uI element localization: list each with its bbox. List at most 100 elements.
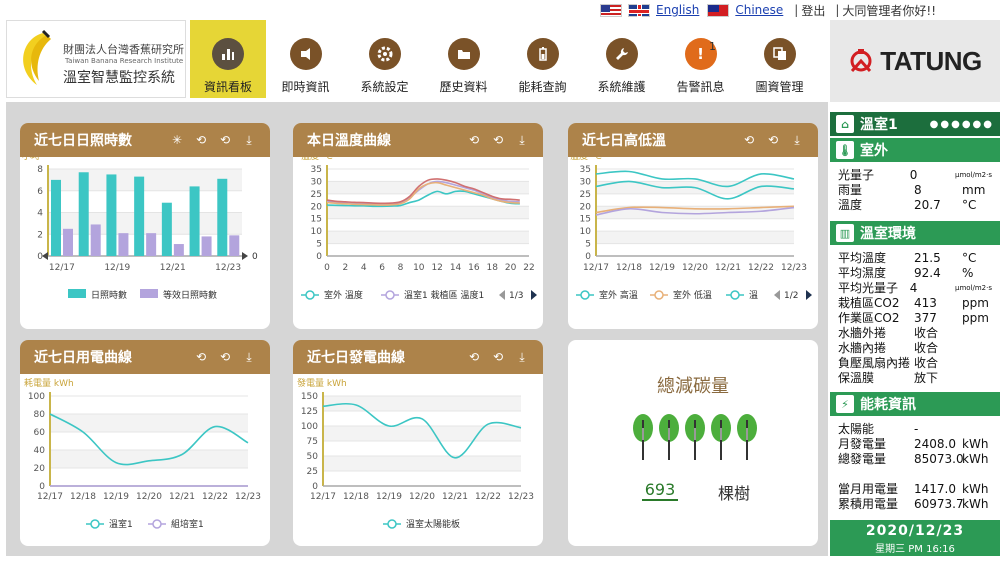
rotate-icon[interactable]: ⟲ bbox=[195, 350, 207, 364]
x-tick-label: 12/21 bbox=[442, 492, 468, 502]
energy-header: ⚡ 能耗資訊 bbox=[830, 392, 1000, 416]
nav-realtime[interactable]: 即時資訊 bbox=[266, 20, 345, 98]
nav-label: 告警訊息 bbox=[676, 80, 725, 94]
env-value: 收合 bbox=[914, 341, 939, 355]
env-row: 作業區CO2 377 ppm bbox=[838, 311, 992, 326]
nav-settings[interactable]: 系統設定 bbox=[345, 20, 424, 98]
rotate-icon[interactable]: ⟲ bbox=[219, 133, 231, 147]
rotate-icon[interactable]: ⟲ bbox=[743, 133, 755, 147]
series-line bbox=[595, 180, 795, 200]
x-tick-label: 12 bbox=[431, 263, 442, 273]
series-line bbox=[326, 181, 520, 206]
nav-maps[interactable]: 圖資管理 bbox=[740, 20, 819, 98]
download-icon[interactable]: ⤓ bbox=[519, 133, 525, 147]
brand-name: TATUNG bbox=[880, 45, 982, 76]
grid-band bbox=[48, 212, 242, 235]
x-tick-label: 4 bbox=[361, 263, 367, 273]
bar-chart-icon bbox=[212, 38, 244, 70]
legend-swatch bbox=[385, 290, 395, 300]
rotate-icon[interactable]: ⟲ bbox=[767, 133, 779, 147]
legend-label: 日照時數 bbox=[91, 289, 127, 301]
outdoor-readings: 光量子 0 μmol/m2·s 雨量 8 mm 溫度 20.7 °C bbox=[830, 162, 1000, 219]
download-icon[interactable]: ⤓ bbox=[246, 133, 252, 147]
logout-link[interactable]: 登出 bbox=[801, 3, 826, 18]
separator: | bbox=[794, 3, 799, 17]
logo-box[interactable]: 財團法人台灣香蕉研究所 Taiwan Banana Research Insti… bbox=[6, 20, 186, 98]
env-label: 作業區CO2 bbox=[838, 311, 900, 325]
y-axis-label: 耗電量 kWh bbox=[24, 378, 74, 389]
rotate-icon[interactable]: ⟲ bbox=[219, 350, 231, 364]
energy-value bbox=[914, 467, 962, 482]
x-tick-label: 20 bbox=[505, 263, 517, 273]
nav-history[interactable]: 歷史資料 bbox=[424, 20, 503, 98]
env-label: 負壓風扇內捲 bbox=[838, 356, 911, 370]
y-tick-label: 35 bbox=[580, 165, 591, 175]
system-title: 溫室智慧監控系統 bbox=[63, 70, 175, 86]
power-use-chart: 耗電量 kWh 0 20 40 60 80 100 12/17 12/18 12/19 12/20 1… bbox=[24, 378, 261, 530]
nav-alerts[interactable]: ! 1 告警訊息 bbox=[661, 20, 740, 98]
bar bbox=[173, 244, 184, 256]
download-icon[interactable]: ⤓ bbox=[794, 133, 800, 147]
room-pager-dots[interactable]: ●●●●●● bbox=[929, 118, 994, 130]
card-title: 近七日發電曲線 bbox=[307, 350, 405, 366]
power-gen-card: 近七日發電曲線 ⟲ ⟲ ⤓ 發電量 kWh 0 25 50 75 100 125 150 12/… bbox=[293, 340, 543, 546]
nav-energy[interactable]: 能耗查詢 bbox=[503, 20, 582, 98]
y-axis-label: 溫度 °C bbox=[301, 157, 333, 162]
tatung-logo-icon bbox=[850, 49, 872, 73]
env-value: 收合 bbox=[914, 326, 939, 340]
x-tick-label: 12/17 bbox=[49, 263, 75, 273]
alert-count-badge: 1 bbox=[709, 40, 716, 53]
card-header: 近七日高低溫 ⟲ ⟲ ⤓ bbox=[568, 123, 818, 157]
env-value: 413 bbox=[914, 296, 937, 310]
x-tick-label: 12/21 bbox=[715, 263, 741, 273]
nav-label: 即時資訊 bbox=[281, 80, 330, 94]
settings-icon[interactable]: ✳ bbox=[171, 133, 183, 147]
x-tick-label: 12/17 bbox=[310, 492, 336, 502]
y-tick-label: 4 bbox=[37, 209, 43, 219]
nav-label: 系統維護 bbox=[597, 80, 646, 94]
room-header[interactable]: ⌂ 溫室1 ●●●●●● bbox=[830, 112, 1000, 136]
legend-swatch bbox=[730, 290, 740, 300]
outdoor-value: 20.7 bbox=[914, 198, 941, 212]
rotate-icon[interactable]: ⟲ bbox=[492, 350, 504, 364]
y-tick-label: 5 bbox=[585, 240, 591, 250]
x-tick-label: 22 bbox=[523, 263, 534, 273]
pager-next-icon bbox=[531, 290, 537, 300]
y-tick-label: 15 bbox=[580, 215, 591, 225]
rotate-icon[interactable]: ⟲ bbox=[492, 133, 504, 147]
y-tick-label: 25 bbox=[307, 467, 318, 477]
uk-flag-icon[interactable] bbox=[628, 3, 650, 17]
tree-icon bbox=[711, 414, 731, 460]
main-nav: 資訊看板 即時資訊 系統設定 歷史資料 能耗查詢 bbox=[190, 20, 819, 98]
axis-arrow-icon bbox=[242, 252, 248, 260]
sunshine-chart: 小時 0 2 4 6 8 0 12/17 12/19 12/21 12/23 日照時數 等效日照時數 bbox=[22, 157, 258, 301]
us-flag-icon[interactable] bbox=[600, 3, 622, 17]
x-tick-label: 12/23 bbox=[215, 263, 241, 273]
env-value: 放下 bbox=[914, 371, 939, 385]
env-row: 平均濕度 92.4% bbox=[838, 266, 992, 281]
energy-label bbox=[838, 467, 914, 482]
energy-label: 月發電量 bbox=[838, 437, 887, 451]
grid-band bbox=[48, 169, 242, 191]
x-tick-label: 18 bbox=[487, 263, 499, 273]
y-axis-label: 發電量 kWh bbox=[297, 377, 347, 389]
nav-dashboard[interactable]: 資訊看板 bbox=[190, 20, 266, 98]
card-title: 近七日日照時數 bbox=[34, 133, 132, 149]
english-link[interactable]: English bbox=[656, 3, 700, 17]
tree-icons bbox=[630, 414, 760, 462]
outdoor-row: 溫度 20.7 °C bbox=[838, 198, 992, 213]
taiwan-flag-icon[interactable] bbox=[707, 3, 730, 17]
rotate-icon[interactable]: ⟲ bbox=[195, 133, 207, 147]
rotate-icon[interactable]: ⟲ bbox=[468, 133, 480, 147]
today-temp-card: 本日溫度曲線 ⟲ ⟲ ⤓ 溫度 °C 0 5 10 15 20 25 30 35 0 2 4 6 8 10 1… bbox=[293, 123, 543, 329]
download-icon[interactable]: ⤓ bbox=[519, 350, 525, 364]
tree-icon bbox=[633, 414, 653, 460]
download-icon[interactable]: ⤓ bbox=[246, 350, 252, 364]
nav-maintenance[interactable]: 系統維護 bbox=[582, 20, 661, 98]
grid-band bbox=[323, 426, 521, 441]
rotate-icon[interactable]: ⟲ bbox=[468, 350, 480, 364]
x-tick-label: 6 bbox=[379, 263, 385, 273]
x-tick-label: 16 bbox=[468, 263, 480, 273]
chinese-link[interactable]: Chinese bbox=[735, 3, 784, 17]
x-tick-label: 12/21 bbox=[160, 263, 186, 273]
